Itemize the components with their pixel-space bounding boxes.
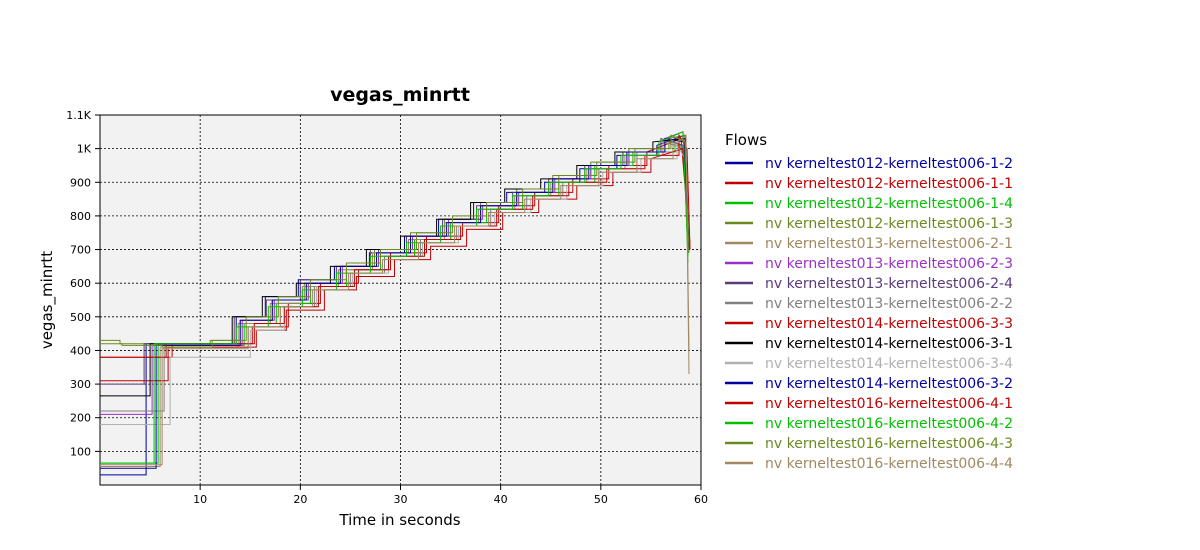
y-tick-label: 100	[70, 445, 91, 458]
x-axis-ticks: 10 20 30 40 50 60	[193, 485, 708, 506]
series-line-9	[100, 147, 690, 382]
legend-label: nv kerneltest014-kerneltest006-3-2	[765, 376, 1013, 392]
y-axis-ticks: 100 200 300 400 500 600 700 800 900 1K 1.1K	[66, 109, 100, 458]
y-tick-label: 1K	[77, 143, 92, 156]
legend-label: nv kerneltest014-kerneltest006-3-1	[765, 336, 1013, 352]
legend-label: nv kerneltest012-kerneltest006-1-4	[765, 196, 1013, 212]
y-tick-label: 700	[70, 244, 91, 257]
y-tick-label: 800	[70, 210, 91, 223]
legend-label: nv kerneltest016-kerneltest006-4-4	[765, 456, 1013, 472]
x-tick-label: 50	[594, 493, 608, 506]
series-line-15	[100, 134, 690, 348]
series-line-16	[100, 134, 690, 466]
legend-label: nv kerneltest014-kerneltest006-3-4	[765, 356, 1013, 372]
x-tick-label: 20	[293, 493, 307, 506]
y-tick-label: 500	[70, 311, 91, 324]
x-tick-label: 60	[694, 493, 708, 506]
x-tick-label: 10	[193, 493, 207, 506]
legend-label: nv kerneltest012-kerneltest006-1-1	[765, 176, 1013, 192]
legend-label: nv kerneltest013-kerneltest006-2-1	[765, 236, 1013, 252]
legend-label: nv kerneltest016-kerneltest006-4-2	[765, 416, 1013, 432]
legend-label: nv kerneltest016-kerneltest006-4-1	[765, 396, 1013, 412]
legend-label: nv kerneltest012-kerneltest006-1-2	[765, 156, 1013, 172]
legend-label: nv kerneltest014-kerneltest006-3-3	[765, 316, 1013, 332]
legend-label: nv kerneltest016-kerneltest006-4-3	[765, 436, 1013, 452]
series-lines	[100, 131, 691, 476]
y-tick-label: 200	[70, 412, 91, 425]
y-tick-label: 900	[70, 176, 91, 189]
series-line-13	[100, 133, 691, 358]
x-tick-label: 30	[394, 493, 408, 506]
y-tick-label: 400	[70, 344, 91, 357]
y-tick-label: 1.1K	[66, 109, 91, 122]
x-axis-title: Time in seconds	[338, 511, 460, 529]
legend-label: nv kerneltest013-kerneltest006-2-3	[765, 256, 1013, 272]
grid-lines	[100, 115, 701, 485]
legend-label: nv kerneltest013-kerneltest006-2-4	[765, 276, 1013, 292]
y-tick-label: 300	[70, 378, 91, 391]
legend-label: nv kerneltest013-kerneltest006-2-2	[765, 296, 1013, 312]
x-tick-label: 40	[494, 493, 508, 506]
legend-label: nv kerneltest012-kerneltest006-1-3	[765, 216, 1013, 232]
y-tick-label: 600	[70, 277, 91, 290]
legend: nv kerneltest012-kerneltest006-1-2 nv ker…	[725, 156, 1013, 472]
chart-title: vegas_minrtt	[330, 84, 470, 106]
y-axis-title: vegas_minrtt	[38, 251, 57, 349]
legend-title: Flows	[725, 131, 767, 149]
